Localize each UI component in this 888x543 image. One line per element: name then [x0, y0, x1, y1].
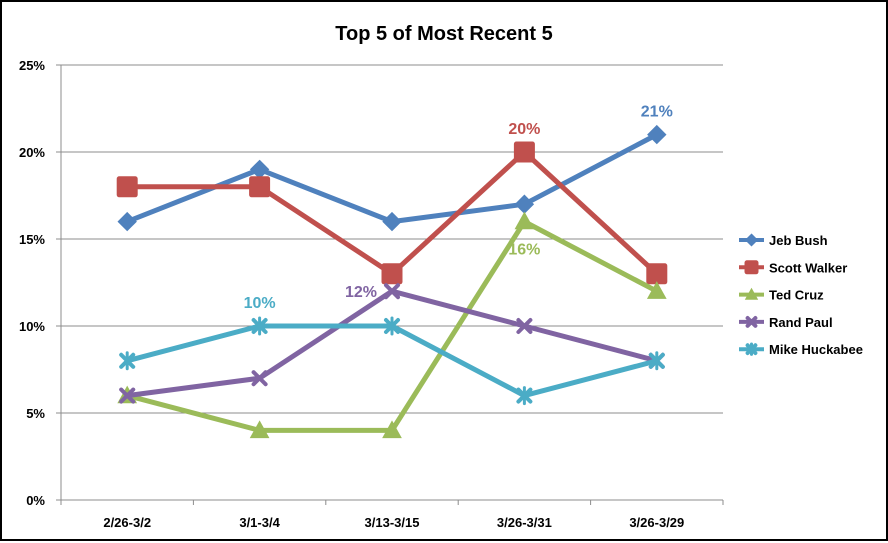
marker-stroke — [745, 316, 758, 328]
legend-item-scott-walker: Scott Walker — [739, 260, 847, 275]
data-point — [249, 159, 270, 180]
legend-label: Rand Paul — [769, 315, 833, 330]
data-point — [116, 176, 138, 198]
legend-label: Jeb Bush — [769, 233, 828, 248]
marker-stroke — [119, 387, 136, 404]
data-point — [745, 342, 758, 356]
data-point — [647, 124, 667, 145]
data-point — [249, 420, 270, 439]
y-tick-label: 0% — [26, 493, 45, 508]
legend-item-jeb-bush: Jeb Bush — [739, 233, 828, 248]
y-tick-label: 20% — [19, 145, 45, 160]
data-label: 12% — [345, 284, 377, 301]
data-point — [384, 316, 400, 336]
data-point — [744, 287, 759, 300]
marker-stroke — [384, 283, 400, 300]
series-ted-cruz — [117, 211, 667, 439]
legend-label: Ted Cruz — [769, 288, 824, 303]
data-point — [745, 316, 758, 328]
data-point — [117, 211, 137, 232]
chart-title: Top 5 of Most Recent 5 — [335, 23, 552, 45]
data-point — [381, 263, 403, 285]
data-point — [744, 233, 759, 247]
data-point — [249, 176, 271, 198]
data-point — [513, 141, 535, 163]
series-scott-walker — [116, 141, 668, 285]
data-labels: 21% 20% 16% 12% 10% — [244, 104, 673, 312]
series-jeb-bush — [117, 124, 667, 232]
data-point — [646, 263, 668, 285]
data-point — [251, 370, 268, 387]
x-tick-label: 3/26-3/31 — [497, 515, 552, 530]
series-mike-huckabee — [119, 316, 665, 406]
data-point — [384, 283, 400, 300]
data-point — [119, 387, 136, 404]
legend-label: Scott Walker — [769, 260, 847, 275]
x-tick-label: 3/1-3/4 — [239, 515, 280, 530]
x-tick-label: 3/26-3/29 — [629, 515, 684, 530]
x-tick-label: 2/26-3/2 — [103, 515, 151, 530]
y-tick-label: 10% — [19, 319, 45, 334]
y-tick-label: 15% — [19, 232, 45, 247]
data-point — [119, 351, 136, 371]
legend-item-mike-huckabee: Mike Huckabee — [739, 342, 863, 357]
data-point — [646, 281, 667, 299]
data-point — [648, 351, 665, 371]
marker-stroke — [516, 318, 533, 334]
series-line — [124, 132, 660, 225]
data-label: 20% — [508, 121, 540, 138]
legend-item-rand-paul: Rand Paul — [739, 315, 833, 330]
data-label: 16% — [508, 242, 540, 259]
data-point — [514, 194, 535, 214]
data-point — [514, 211, 535, 230]
x-tick-label: 3/13-3/15 — [365, 515, 420, 530]
data-point — [382, 420, 402, 439]
data-point — [516, 386, 533, 406]
y-tick-label: 25% — [19, 58, 45, 73]
data-point — [516, 318, 533, 334]
series-group — [116, 124, 668, 439]
axes: 0% 5% 10% 15% 20% 25% 2/26-3/2 3/1-3/4 3/13-3/15… — [19, 58, 724, 530]
data-label: 10% — [244, 295, 276, 312]
legend-label: Mike Huckabee — [769, 342, 863, 357]
data-point — [382, 211, 402, 232]
legend-item-ted-cruz: Ted Cruz — [739, 288, 824, 303]
gridlines — [61, 64, 723, 414]
data-point — [251, 316, 268, 336]
y-tick-label: 5% — [26, 406, 45, 421]
legend: Jeb Bush Scott Walker Ted Cruz Rand Paul Mik… — [739, 233, 863, 357]
data-point — [744, 260, 759, 275]
data-label: 21% — [641, 104, 673, 121]
marker-stroke — [251, 370, 268, 387]
